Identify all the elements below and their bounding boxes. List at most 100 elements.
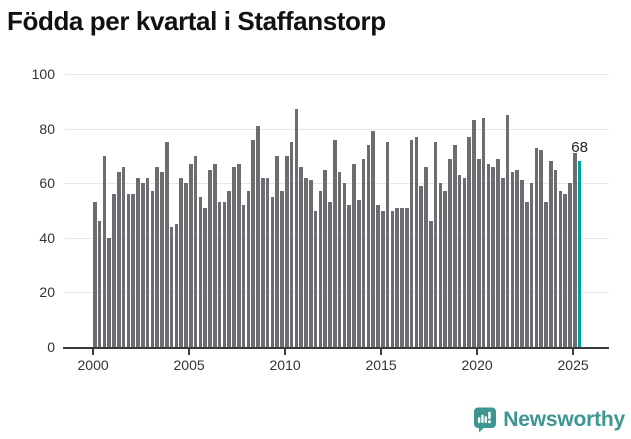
bar <box>544 202 548 347</box>
bar <box>529 183 534 347</box>
bar <box>145 177 150 347</box>
bar <box>155 166 160 347</box>
bar <box>549 161 553 347</box>
bar <box>481 117 486 347</box>
x-axis-tick-label: 2015 <box>365 357 397 373</box>
bar <box>165 142 169 347</box>
bar <box>438 183 443 347</box>
bar <box>342 183 347 347</box>
bar <box>179 177 184 347</box>
bar <box>246 191 251 347</box>
bar <box>429 221 433 347</box>
bar <box>189 164 193 347</box>
bar <box>381 210 385 347</box>
bar <box>457 175 462 347</box>
bar <box>256 125 260 347</box>
gridline-80 <box>65 128 609 130</box>
bar <box>491 166 496 347</box>
bar <box>539 150 544 347</box>
bar <box>136 177 140 347</box>
bar <box>112 194 116 347</box>
x-axis-tick-mark <box>572 349 575 355</box>
bar <box>280 191 284 347</box>
bar <box>347 205 352 347</box>
bar <box>323 169 328 347</box>
y-axis-tick-label: 100 <box>31 66 55 82</box>
x-axis-tick-label: 2025 <box>557 357 589 373</box>
bar <box>208 169 212 347</box>
x-axis-tick-label: 2000 <box>77 357 109 373</box>
bar <box>213 164 217 347</box>
bar <box>462 177 467 347</box>
bar <box>275 155 280 347</box>
bar <box>251 139 256 347</box>
bar <box>227 191 232 347</box>
bar <box>93 202 97 347</box>
x-axis-tick-mark <box>284 349 287 355</box>
bar <box>304 177 308 347</box>
bar <box>313 210 318 347</box>
bar <box>285 155 289 347</box>
x-axis-tick-label: 2020 <box>461 357 493 373</box>
bar <box>501 177 505 347</box>
bar <box>568 183 572 347</box>
bar <box>563 194 568 347</box>
x-axis-tick-label: 2010 <box>269 357 301 373</box>
bar <box>472 120 476 347</box>
bar <box>328 202 332 347</box>
bar <box>520 180 524 347</box>
bar <box>573 153 577 347</box>
bar <box>419 185 424 347</box>
bar <box>390 210 395 347</box>
newsworthy-speech-bubble-chart-icon <box>473 406 497 433</box>
x-axis-tick-label: 2005 <box>173 357 205 373</box>
bar <box>97 221 102 347</box>
bar <box>265 177 270 347</box>
bar <box>453 144 457 347</box>
bar <box>193 155 198 347</box>
bar <box>448 158 452 347</box>
bar <box>141 183 145 347</box>
bar <box>352 164 356 347</box>
bar <box>400 207 404 347</box>
bar <box>553 169 558 347</box>
bar <box>121 166 126 347</box>
y-axis-tick-label: 60 <box>39 175 55 192</box>
y-axis-tick-label: 80 <box>39 120 55 137</box>
gridline-100 <box>65 74 609 75</box>
bar <box>424 166 428 347</box>
bar <box>222 202 227 347</box>
bar <box>337 172 342 347</box>
bar <box>333 139 337 347</box>
x-axis-tick-mark <box>380 349 383 355</box>
bar <box>289 142 294 347</box>
bar <box>361 158 366 347</box>
x-axis-tick-mark <box>476 349 479 355</box>
bar <box>409 139 414 347</box>
bar <box>203 207 208 347</box>
bar <box>270 196 275 347</box>
chart-title: Födda per kvartal i Staffanstorp <box>7 6 386 36</box>
newsworthy-brand: Newsworthy <box>473 406 625 433</box>
bar <box>309 180 313 347</box>
bar <box>169 226 174 347</box>
bar <box>433 142 438 347</box>
bar <box>184 183 188 347</box>
bar <box>443 191 448 347</box>
bar <box>150 191 155 347</box>
bar <box>160 172 164 347</box>
highlight-value-label: 68 <box>571 139 588 157</box>
bar <box>198 196 203 347</box>
x-axis-tick-mark <box>92 349 95 355</box>
x-axis-tick-mark <box>188 349 191 355</box>
x-axis-line <box>63 347 609 349</box>
bar <box>558 191 563 347</box>
bar-highlighted <box>577 161 582 347</box>
bar <box>486 164 491 347</box>
bar <box>385 142 390 347</box>
bar <box>395 207 400 347</box>
bar <box>357 199 361 347</box>
bar <box>117 172 121 347</box>
